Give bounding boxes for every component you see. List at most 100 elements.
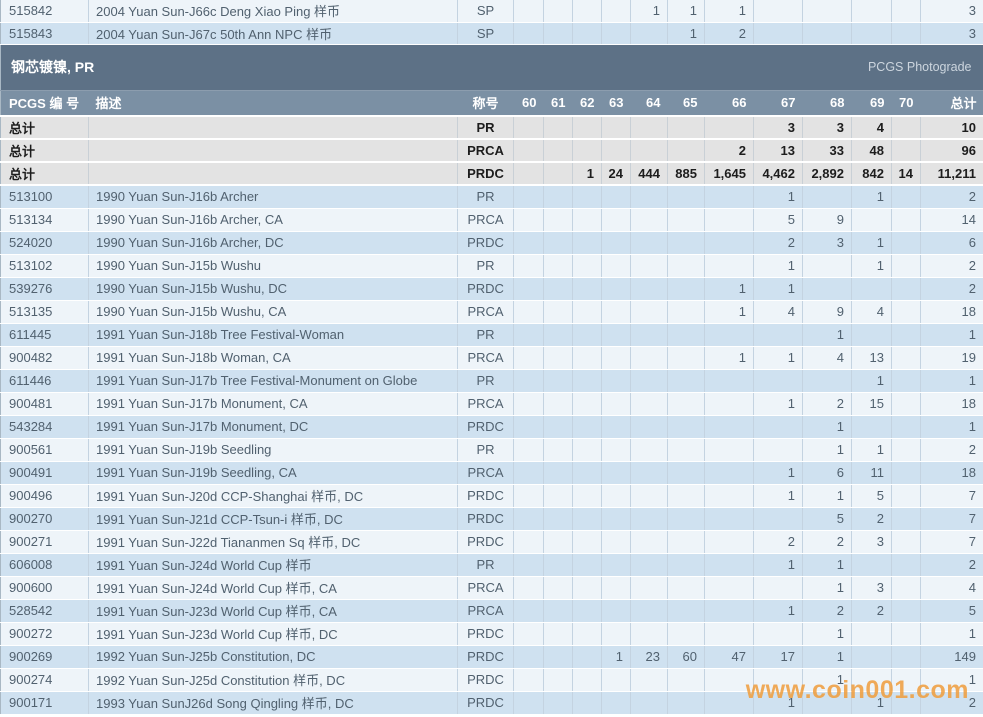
pcgs-id-link[interactable]: 513134 — [0, 208, 89, 232]
total-cell: 18 — [920, 300, 983, 324]
pcgs-id-link[interactable]: 900600 — [0, 576, 89, 600]
pcgs-id-link[interactable]: 900171 — [0, 691, 89, 715]
grade-68-cell — [802, 369, 852, 393]
pcgs-id-link[interactable]: 900561 — [0, 438, 89, 462]
pcgs-id-link[interactable]: 611445 — [0, 323, 89, 347]
description-cell: 1991 Yuan Sun-J18b Woman, CA — [88, 346, 458, 370]
pcgs-id-link[interactable]: 528542 — [0, 599, 89, 623]
grade-69-cell — [851, 553, 892, 577]
grade-68-cell — [802, 691, 852, 715]
table-body: 总计 PR 3 3 4 10 总计 PRCA 2 13 33 48 96 总计 PRDC 1 24 444 885 1… — [0, 116, 983, 715]
pcgs-id-link[interactable]: 900496 — [0, 484, 89, 508]
total-cell: 1 — [920, 622, 983, 646]
grade-65-cell — [667, 576, 705, 600]
pcgs-id-link[interactable]: 900491 — [0, 461, 89, 485]
designation-cell: SP — [457, 22, 514, 45]
pcgs-id-link[interactable]: 513100 — [0, 185, 89, 209]
col-grade-60: 60 — [513, 90, 544, 117]
grade-68-cell: 1 — [802, 645, 852, 669]
pcgs-id-link[interactable]: 543284 — [0, 415, 89, 439]
grade-66-cell: 1 — [704, 277, 754, 301]
grade-63-cell — [601, 507, 631, 531]
grade-69-cell: 4 — [851, 116, 892, 140]
grade-60-cell — [513, 323, 544, 347]
table-row: 513102 1990 Yuan Sun-J15b Wushu PR 1 1 2 — [0, 254, 983, 278]
grade-61-cell — [543, 553, 573, 577]
grade-61-cell — [543, 369, 573, 393]
grade-65-cell: 885 — [667, 162, 705, 186]
pcgs-id-link[interactable]: 900481 — [0, 392, 89, 416]
table-row: 900491 1991 Yuan Sun-J19b Seedling, CA PRC… — [0, 461, 983, 485]
col-grade-64: 64 — [630, 90, 668, 117]
grade-65-cell — [667, 231, 705, 255]
grade-70-cell — [891, 461, 921, 485]
pcgs-id-link[interactable]: 606008 — [0, 553, 89, 577]
grade-63-cell — [601, 530, 631, 554]
grade-66-cell: 1,645 — [704, 162, 754, 186]
grade-70-cell — [891, 507, 921, 531]
grade-61-cell — [543, 415, 573, 439]
designation-cell: PRDC — [457, 277, 514, 301]
grade-65-cell — [667, 438, 705, 462]
grade-67-cell: 1 — [753, 691, 803, 715]
pcgs-id-link[interactable]: 900271 — [0, 530, 89, 554]
grade-66-cell — [704, 369, 754, 393]
pcgs-id-link[interactable]: 524020 — [0, 231, 89, 255]
grade-70-cell — [891, 599, 921, 623]
grade-69-cell: 5 — [851, 484, 892, 508]
designation-cell: PRCA — [457, 599, 514, 623]
grade-66-cell — [704, 507, 754, 531]
grade-64-cell — [630, 116, 668, 140]
grade-60-cell — [513, 300, 544, 324]
grade-65-cell — [667, 507, 705, 531]
grade-67-cell — [753, 438, 803, 462]
grade-69-cell — [851, 277, 892, 301]
designation-cell: PR — [457, 369, 514, 393]
grade-61-cell — [543, 346, 573, 370]
grade-60-cell — [513, 139, 544, 163]
grade-66-cell — [704, 254, 754, 278]
pcgs-id-link[interactable]: 513135 — [0, 300, 89, 324]
grade-70-cell — [891, 392, 921, 416]
grade-70-cell — [891, 116, 921, 140]
grade-61-cell — [543, 668, 573, 692]
table-row: 513135 1990 Yuan Sun-J15b Wushu, CA PRCA 1 4… — [0, 300, 983, 324]
pcgs-id-link[interactable]: 513102 — [0, 254, 89, 278]
grade-62-cell — [572, 438, 602, 462]
pcgs-photograde-link[interactable]: PCGS Photograde — [867, 60, 972, 74]
pcgs-id-link[interactable]: 611446 — [0, 369, 89, 393]
summary-label-cell: 总计 — [0, 162, 89, 186]
grade-65-cell — [667, 369, 705, 393]
grade-64-cell — [630, 622, 668, 646]
pcgs-id-link[interactable]: 515842 — [0, 0, 89, 23]
grade-68-cell: 1 — [802, 622, 852, 646]
pcgs-id-link[interactable]: 900270 — [0, 507, 89, 531]
grade-61-cell — [543, 162, 573, 186]
pcgs-id-link[interactable]: 900274 — [0, 668, 89, 692]
grade-69-cell: 2 — [851, 507, 892, 531]
grade-70-cell — [891, 415, 921, 439]
grade-65-cell — [667, 208, 705, 232]
pcgs-id-link[interactable]: 515843 — [0, 22, 89, 45]
total-cell: 1 — [920, 369, 983, 393]
grade-66-cell — [704, 415, 754, 439]
previous-section-rows: 515842 2004 Yuan Sun-J66c Deng Xiao Ping … — [0, 0, 983, 45]
pcgs-id-link[interactable]: 900269 — [0, 645, 89, 669]
grade-63-cell — [601, 369, 631, 393]
table-row: 900270 1991 Yuan Sun-J21d CCP-Tsun-i 样币, … — [0, 507, 983, 531]
designation-cell: PR — [457, 116, 514, 140]
grade-60-cell — [513, 622, 544, 646]
grade-61-cell — [543, 277, 573, 301]
pcgs-id-link[interactable]: 900272 — [0, 622, 89, 646]
grade-61-cell — [543, 323, 573, 347]
grade-64-cell — [630, 231, 668, 255]
pcgs-id-link[interactable]: 900482 — [0, 346, 89, 370]
grade-66-cell — [704, 461, 754, 485]
pcgs-id-link[interactable]: 539276 — [0, 277, 89, 301]
total-cell: 10 — [920, 116, 983, 140]
description-cell: 2004 Yuan Sun-J67c 50th Ann NPC 样币 — [88, 22, 458, 45]
designation-cell: PRDC — [457, 530, 514, 554]
grade-64-cell — [630, 599, 668, 623]
grade-66-cell — [704, 622, 754, 646]
table-row: 543284 1991 Yuan Sun-J17b Monument, DC PRD… — [0, 415, 983, 439]
